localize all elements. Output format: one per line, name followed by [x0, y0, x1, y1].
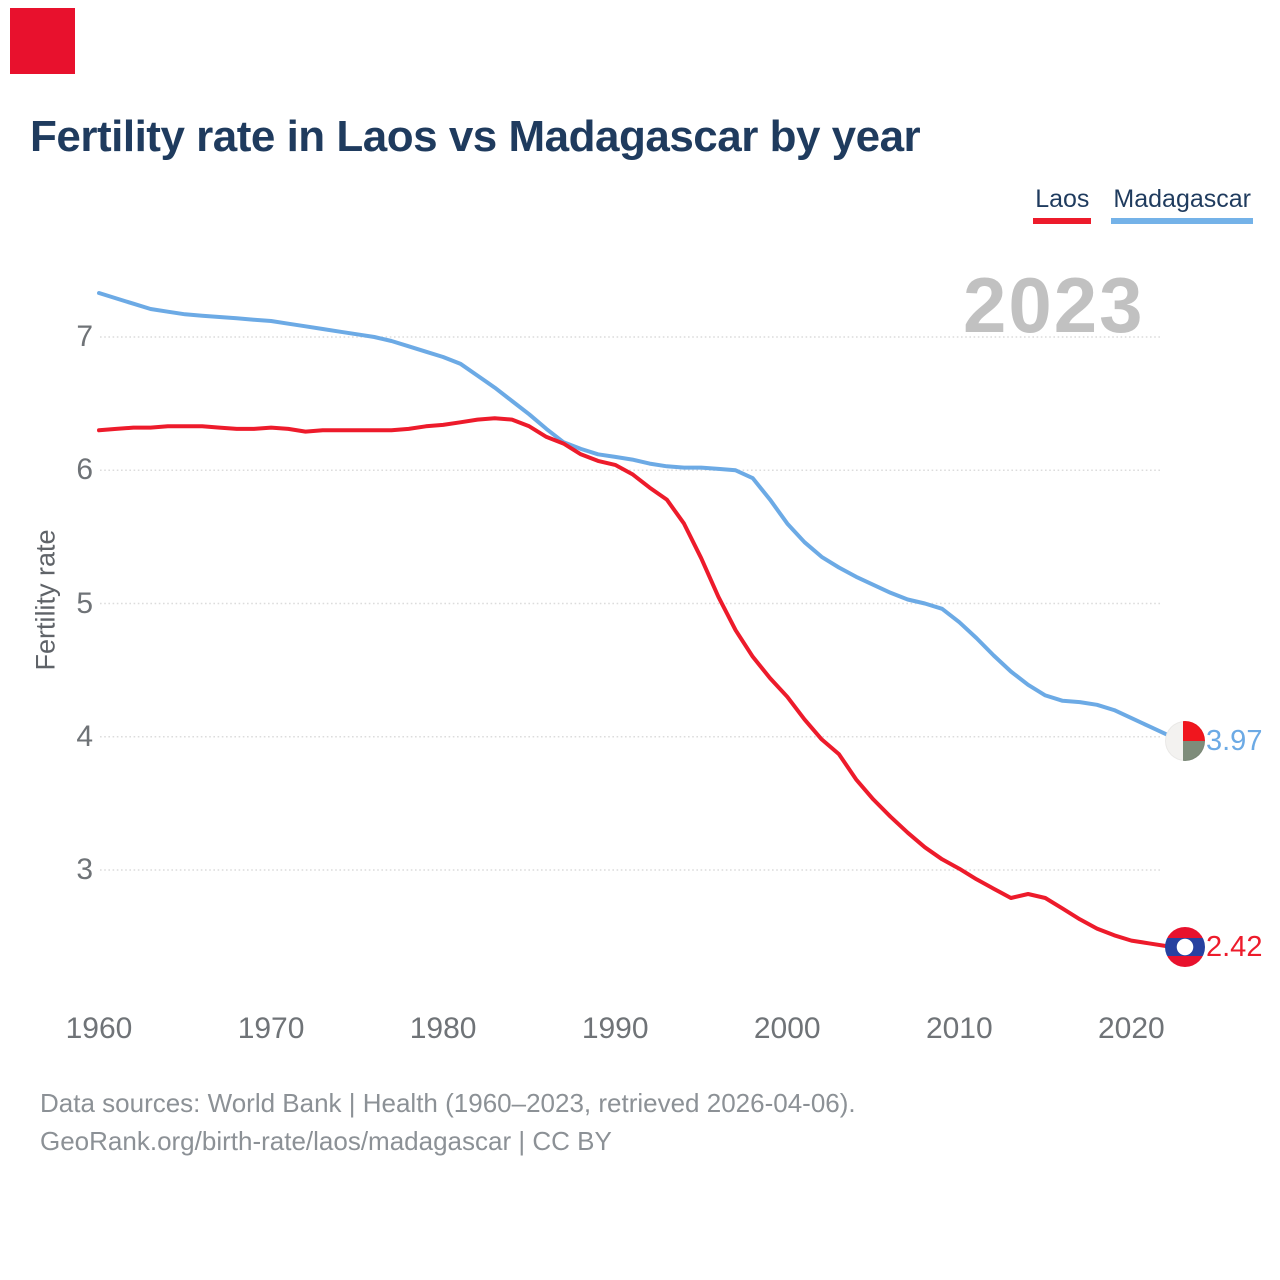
- end-value-label-madagascar: 3.97: [1206, 724, 1263, 757]
- x-tick-label-1990: 1990: [581, 1012, 649, 1045]
- x-tick-label-1960: 1960: [65, 1012, 133, 1045]
- corner-red-marker: [10, 8, 75, 74]
- footer-sources: Data sources: World Bank | Health (1960–…: [40, 1088, 856, 1118]
- x-tick-label-2020: 2020: [1098, 1012, 1165, 1045]
- legend: Laos Madagascar: [1033, 185, 1253, 224]
- y-tick-label-7: 7: [76, 320, 93, 353]
- y-tick-label-4: 4: [76, 719, 93, 753]
- x-tick-label-2000: 2000: [753, 1012, 821, 1045]
- y-tick-label-3: 3: [76, 853, 93, 886]
- x-tick-label-1980: 1980: [409, 1012, 477, 1045]
- series-line-madagascar: [97, 291, 1185, 743]
- x-tick-label-1970: 1970: [237, 1012, 305, 1045]
- legend-item-madagascar[interactable]: Madagascar: [1111, 185, 1253, 224]
- series-line-laos: [97, 416, 1185, 950]
- legend-item-laos[interactable]: Laos: [1033, 185, 1092, 224]
- madagascar-flag-icon: [1165, 720, 1205, 761]
- y-tick-label-6: 6: [76, 453, 93, 487]
- laos-flag-icon: [1165, 927, 1205, 968]
- watermark-year: 2023: [963, 261, 1145, 349]
- page-title: Fertility rate in Laos vs Madagascar by …: [30, 112, 921, 161]
- y-tick-label-5: 5: [76, 586, 93, 620]
- x-tick-label-2010: 2010: [925, 1012, 993, 1045]
- end-value-label-laos: 2.42: [1206, 931, 1263, 964]
- footer-attribution: GeoRank.org/birth-rate/laos/madagascar |…: [40, 1126, 612, 1156]
